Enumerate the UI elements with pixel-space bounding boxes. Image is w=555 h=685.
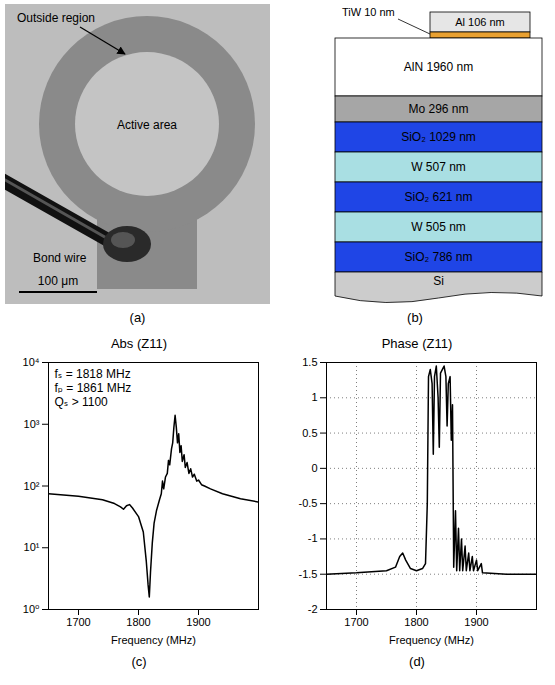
svg-text:1800: 1800	[404, 616, 428, 628]
svg-text:10²: 10²	[24, 480, 40, 492]
svg-text:1900: 1900	[186, 616, 210, 628]
svg-text:Outside region: Outside region	[17, 11, 95, 25]
svg-text:-1: -1	[308, 532, 318, 544]
svg-text:Al 106 nm: Al 106 nm	[455, 16, 505, 28]
svg-text:Frequency (MHz): Frequency (MHz)	[389, 634, 474, 646]
svg-text:10⁰: 10⁰	[23, 603, 40, 615]
html-text:(c): (c)	[131, 654, 147, 669]
svg-text:TiW 10 nm: TiW 10 nm	[342, 6, 395, 18]
svg-text:1.5: 1.5	[302, 356, 317, 368]
html-text:Abs (Z11): Abs (Z11)	[110, 336, 167, 351]
html-text:(a): (a)	[129, 310, 146, 325]
svg-text:10⁴: 10⁴	[23, 356, 40, 368]
svg-text:SiO₂ 786 nm: SiO₂ 786 nm	[404, 250, 472, 264]
svg-text:1800: 1800	[126, 616, 150, 628]
svg-text:10³: 10³	[24, 418, 40, 430]
svg-text:SiO₂ 621 nm: SiO₂ 621 nm	[404, 190, 472, 204]
svg-text:W 505 nm: W 505 nm	[411, 220, 466, 234]
svg-text:fₛ = 1818 MHzfₚ = 1861 MHzQₛ >: fₛ = 1818 MHzfₚ = 1861 MHzQₛ > 1100	[55, 367, 132, 409]
html-text:(b): (b)	[407, 310, 423, 325]
svg-text:-1.5: -1.5	[299, 568, 318, 580]
svg-text:1700: 1700	[344, 616, 368, 628]
html-text:Phase (Z11): Phase (Z11)	[381, 336, 453, 351]
svg-text:100 μm: 100 μm	[38, 274, 78, 288]
svg-text:10¹: 10¹	[24, 541, 40, 553]
svg-text:1900: 1900	[464, 616, 488, 628]
svg-text:1: 1	[311, 391, 317, 403]
svg-text:Active area: Active area	[117, 118, 177, 132]
svg-text:Si: Si	[433, 274, 444, 288]
svg-text:1700: 1700	[66, 616, 90, 628]
svg-text:Mo 296 nm: Mo 296 nm	[408, 102, 468, 116]
svg-text:SiO₂ 1029 nm: SiO₂ 1029 nm	[401, 130, 476, 144]
svg-text:0: 0	[311, 462, 317, 474]
svg-text:Frequency (MHz): Frequency (MHz)	[111, 634, 196, 646]
svg-text:0.5: 0.5	[302, 427, 317, 439]
svg-text:-0.5: -0.5	[299, 497, 318, 509]
svg-text:-2: -2	[308, 603, 318, 615]
svg-text:W 507 nm: W 507 nm	[411, 160, 466, 174]
svg-text:Bond wire: Bond wire	[33, 251, 87, 265]
html-text:(d): (d)	[409, 654, 425, 669]
svg-text:AlN 1960 nm: AlN 1960 nm	[404, 60, 473, 74]
